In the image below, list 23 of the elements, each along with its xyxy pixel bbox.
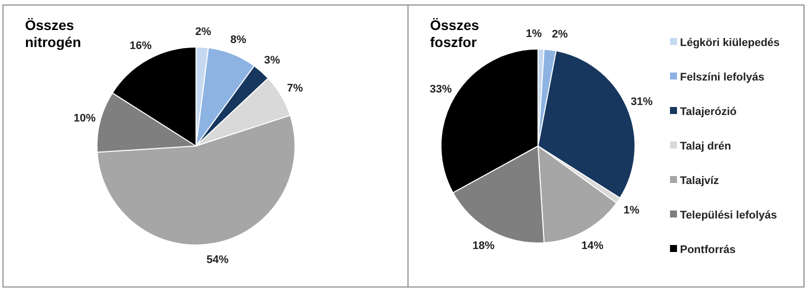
legend-label: Települési lefolyás — [680, 209, 778, 222]
legend-label: Talajvíz — [680, 174, 720, 187]
data-label: 14% — [581, 240, 604, 252]
chart-title: Összes nitrogén — [25, 17, 81, 50]
legend-label: Felszíni lefolyás — [680, 71, 764, 84]
legend-label: Talaj drén — [680, 140, 732, 152]
data-label: 18% — [472, 240, 495, 252]
data-label: 1% — [624, 204, 640, 216]
data-label: 7% — [287, 82, 304, 94]
chart-title: Összes foszfor — [430, 17, 480, 50]
data-label: 54% — [206, 254, 229, 266]
legend-label: Pontforrás — [680, 244, 736, 256]
data-label: 10% — [74, 112, 96, 124]
data-label: 8% — [230, 34, 246, 46]
data-label: 16% — [130, 40, 152, 52]
legend-label: Talajerózió — [680, 106, 737, 118]
data-label: 3% — [264, 54, 280, 67]
legend-label: Légköri kiülepedés — [680, 36, 780, 49]
data-label: 2% — [552, 28, 568, 41]
data-label: 33% — [430, 83, 452, 96]
data-label: 2% — [195, 26, 212, 38]
data-label: 1% — [526, 28, 542, 40]
data-label: 31% — [630, 96, 653, 108]
